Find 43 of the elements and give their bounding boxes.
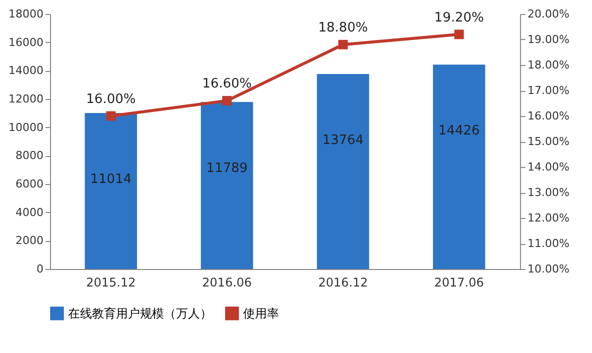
y2-tick-label: 10.00% (528, 262, 570, 276)
point (454, 30, 464, 40)
legend-label: 使用率 (243, 306, 279, 320)
x-tick-label: 2016.06 (202, 276, 252, 290)
y2-tick-label: 12.00% (528, 212, 570, 224)
data-label: 11014 (90, 172, 132, 187)
y-tick-label: 16000 (8, 36, 44, 49)
y-tick-label: 14000 (8, 64, 44, 78)
data-label: 11789 (206, 160, 248, 176)
x-tick-label: 2017.06 (434, 276, 484, 290)
data-label: 16.60% (202, 76, 252, 92)
bar (316, 74, 370, 269)
y2-tick-label: 19.00% (528, 33, 570, 46)
y-tick-label: 0 (36, 262, 44, 276)
y2-tick-label: 13.00% (528, 186, 570, 199)
x-tick-label: 2015.12 (86, 276, 136, 290)
data-label: 16.00% (86, 92, 136, 107)
y2-tick-label: 11.00% (528, 237, 570, 250)
data-label: 14426 (438, 124, 480, 139)
y2-tick-label: 14.00% (528, 160, 570, 174)
bar (200, 102, 254, 269)
y-tick-label: 18000 (8, 8, 44, 20)
y-tick-label: 10000 (8, 120, 44, 134)
point (222, 96, 232, 106)
legend-label: 在线教育用户规模（万人） (68, 306, 212, 320)
y2-tick-label: 20.00% (528, 8, 570, 20)
y-tick-label: 6000 (16, 178, 44, 190)
y2-tick-label: 17.00% (528, 84, 570, 97)
y-tick-label: 2000 (16, 234, 44, 248)
data-label: 19.20% (434, 10, 484, 26)
point (106, 111, 116, 121)
data-label: 13764 (322, 133, 364, 148)
bar (432, 64, 486, 269)
y-tick-label: 12000 (8, 92, 44, 106)
y2-tick-label: 16.00% (528, 110, 570, 122)
y-tick-label: 4000 (16, 206, 44, 219)
y2-tick-label: 18.00% (528, 58, 570, 72)
data-label: 18.80% (318, 20, 368, 36)
bar (84, 112, 138, 269)
x-tick-label: 2016.12 (318, 276, 368, 290)
y2-tick-label: 15.00% (528, 135, 570, 148)
point (338, 40, 348, 50)
y-tick-label: 8000 (16, 149, 44, 162)
